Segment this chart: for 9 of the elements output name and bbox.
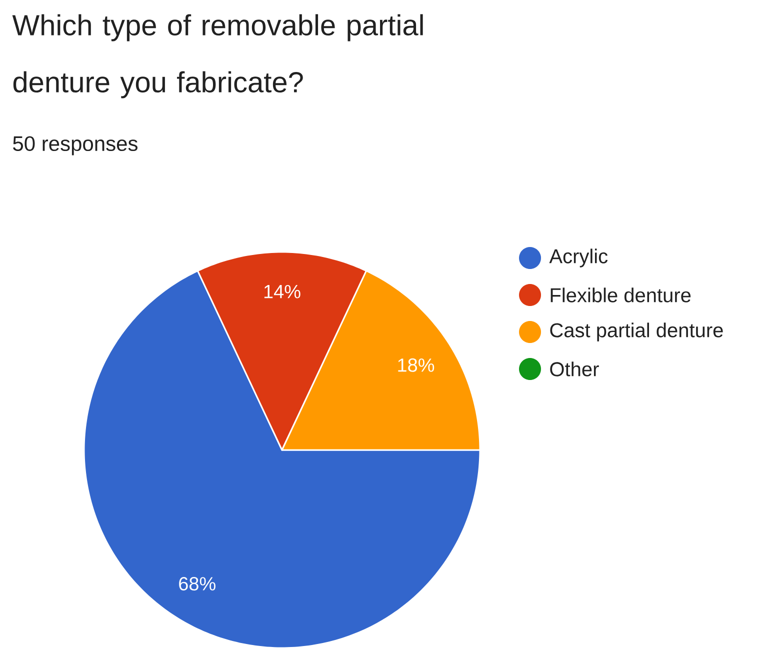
data-label: 68% bbox=[179, 577, 216, 590]
legend-label: Other bbox=[550, 362, 599, 376]
legend-label: Acrylic bbox=[549, 248, 608, 268]
data-label: 14% bbox=[264, 284, 300, 298]
chart-title: Which type of removable partial denture you fabricate? bbox=[12, 14, 423, 98]
chart-subtitle: 50 responses bbox=[13, 136, 138, 156]
legend-label: Cast partial denture bbox=[550, 322, 723, 342]
data-label: 18% bbox=[398, 358, 434, 372]
legend-label: Flexible denture bbox=[550, 288, 691, 302]
